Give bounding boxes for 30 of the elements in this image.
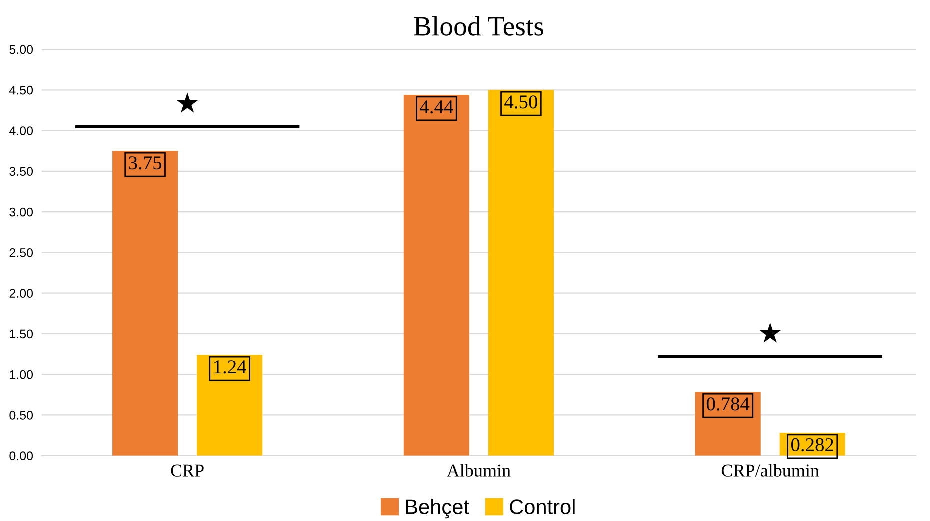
y-tick-label: 2.00: [10, 289, 34, 298]
bar: [488, 90, 554, 456]
bar: [695, 392, 761, 456]
data-label: 1.24: [214, 360, 247, 374]
y-tick-label: 0.50: [10, 411, 34, 420]
annotation: ★: [760, 322, 781, 343]
annotation: ★: [176, 92, 198, 113]
y-tick-label: 3.00: [10, 208, 34, 217]
chart-title: Blood Tests: [414, 16, 544, 36]
legend-label: Control: [510, 499, 575, 514]
y-tick-label: 2.50: [10, 248, 34, 258]
bar: [112, 151, 178, 456]
bar: [197, 355, 263, 456]
data-label: 4.50: [504, 96, 538, 109]
data-label: 3.75: [129, 156, 162, 170]
x-tick-label: CRP: [171, 464, 204, 477]
y-tick-label: 1.00: [10, 370, 34, 380]
x-tick-label: Albumin: [447, 464, 511, 477]
legend-label: Behçet: [406, 499, 470, 519]
data-label: 0.282: [791, 438, 834, 452]
y-tick-label: 0.00: [10, 452, 34, 461]
data-label: 0.784: [706, 398, 750, 411]
bar: [404, 95, 470, 456]
y-tick-label: 3.50: [10, 167, 34, 176]
data-label: 4.44: [420, 100, 454, 114]
y-tick-label: 5.00: [10, 45, 34, 54]
y-tick-label: 1.50: [10, 330, 34, 339]
y-tick-label: 4.00: [9, 126, 34, 136]
x-tick-label: CRP/albumin: [722, 464, 820, 477]
y-tick-label: 4.50: [9, 86, 34, 95]
